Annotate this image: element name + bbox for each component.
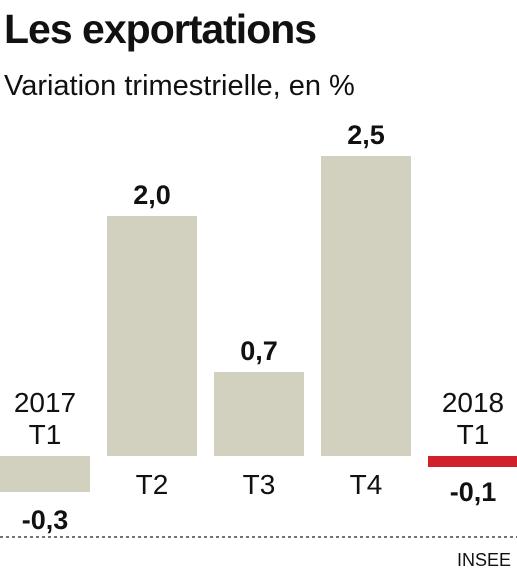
bar-3 xyxy=(321,156,411,456)
category-year-label-4: 2018 xyxy=(442,387,504,418)
value-label-1: 2,0 xyxy=(133,180,171,210)
bar-2 xyxy=(214,372,304,456)
bar-0 xyxy=(0,456,90,492)
category-label-2: T3 xyxy=(243,469,276,500)
bar-1 xyxy=(107,216,197,456)
category-label-3: T4 xyxy=(350,469,383,500)
value-label-3: 2,5 xyxy=(347,120,385,150)
category-year-label-0: 2017 xyxy=(14,387,76,418)
source-label: INSEE xyxy=(456,550,511,570)
category-label-0: T1 xyxy=(29,419,62,450)
value-label-2: 0,7 xyxy=(240,336,278,366)
chart-title: Les exportations xyxy=(4,6,317,52)
value-label-0: -0,3 xyxy=(22,505,69,535)
category-label-1: T2 xyxy=(136,469,169,500)
category-label-4: T1 xyxy=(457,419,490,450)
chart-subtitle: Variation trimestrielle, en % xyxy=(4,70,355,102)
value-label-4: -0,1 xyxy=(450,477,497,507)
bar-4 xyxy=(428,456,517,467)
